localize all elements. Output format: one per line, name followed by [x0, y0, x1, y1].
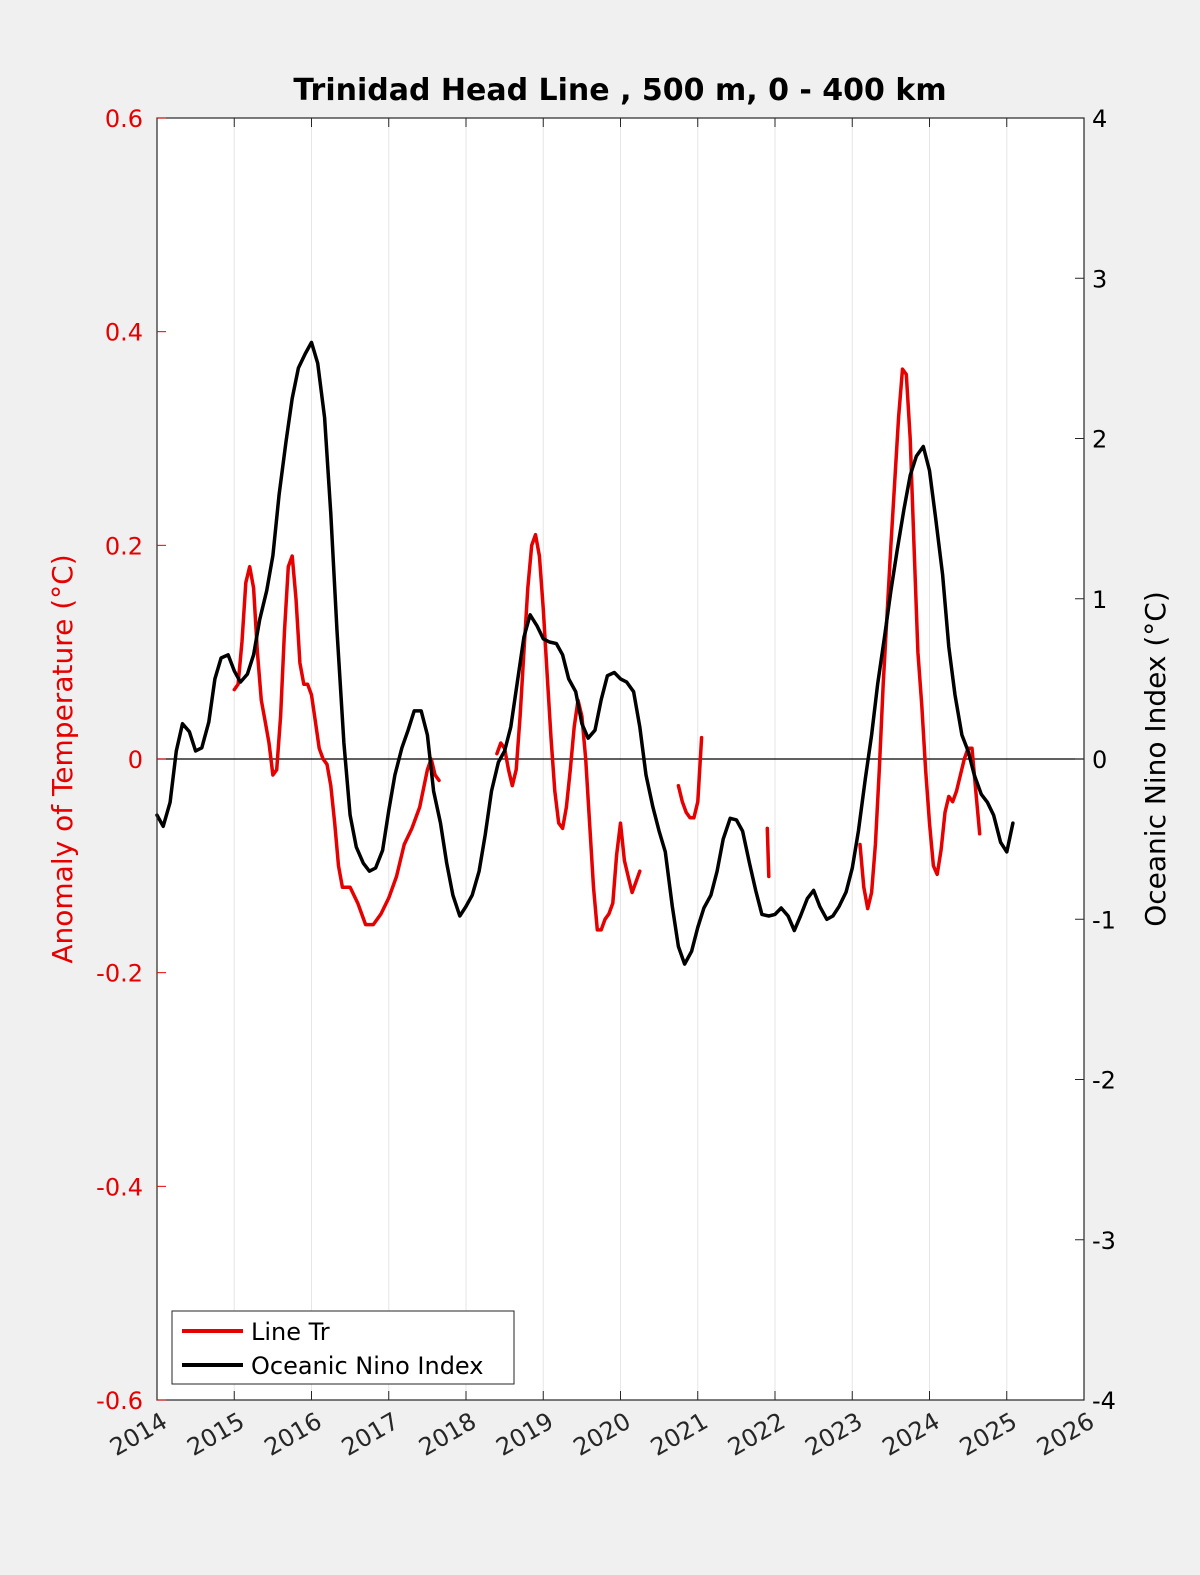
legend-label-line-tr: Line Tr: [251, 1318, 330, 1346]
y-axis-label-right: Oceanic Nino Index (°C): [1139, 591, 1172, 927]
legend-label-oni: Oceanic Nino Index: [251, 1352, 483, 1380]
y-tick-label-right: -2: [1092, 1067, 1116, 1095]
series-line-tr-segment: [765, 826, 771, 879]
y-axis-label-left: Anomaly of Temperature (°C): [46, 554, 79, 963]
y-tick-label-left: -0.2: [96, 960, 143, 988]
series-lines: [155, 340, 1015, 966]
y-tick-label-right: 3: [1092, 265, 1107, 293]
legend-box: [171, 1310, 515, 1385]
y-tick-label-right: -1: [1092, 906, 1116, 934]
y-tick-label-right: -4: [1092, 1387, 1116, 1415]
legend: Line Tr Oceanic Nino Index: [171, 1310, 515, 1385]
y-tick-label-left: 0.4: [105, 319, 143, 347]
y-tick-label-left: 0: [128, 746, 143, 774]
series-line-tr-segment: [676, 735, 704, 820]
series-line-tr-segment: [858, 367, 982, 911]
chart-title: Trinidad Head Line , 500 m, 0 - 400 km: [293, 73, 946, 108]
y-tick-label-left: -0.6: [96, 1387, 143, 1415]
series-line-tr-segment: [232, 554, 441, 927]
y-tick-label-right: 2: [1092, 426, 1107, 454]
y-tick-label-right: 0: [1092, 746, 1107, 774]
y-tick-label-left: 0.6: [105, 105, 143, 133]
series-line-tr-segment: [495, 532, 642, 932]
y-tick-label-left: -0.4: [96, 1173, 143, 1201]
y-tick-label-right: 1: [1092, 586, 1107, 614]
y-tick-label-right: -3: [1092, 1227, 1116, 1255]
series-oni-segment: [155, 340, 1015, 966]
y-tick-label-left: 0.2: [105, 532, 143, 560]
y-tick-label-right: 4: [1092, 105, 1107, 133]
